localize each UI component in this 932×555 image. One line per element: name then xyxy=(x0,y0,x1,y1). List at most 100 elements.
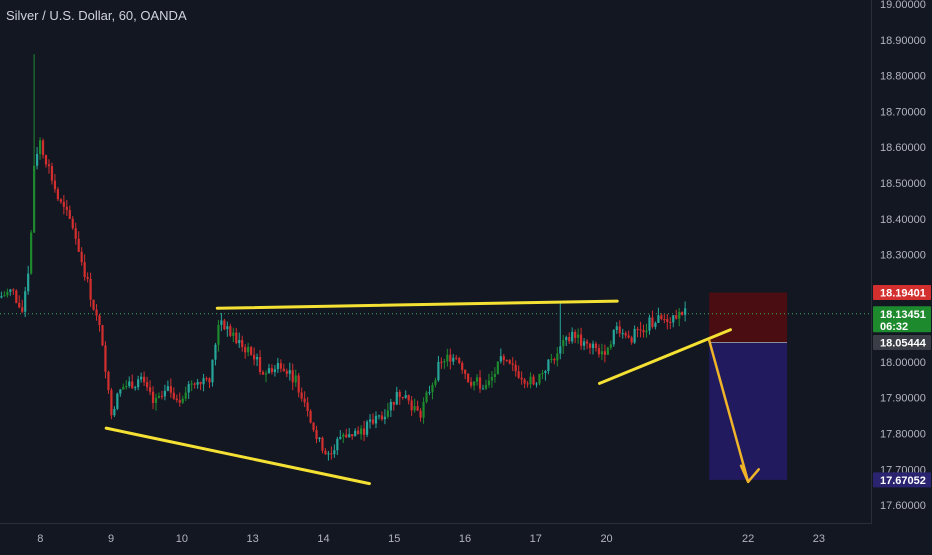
candle-body xyxy=(529,377,531,385)
candle-body xyxy=(185,392,187,398)
price-tick-label: 18.00000 xyxy=(880,357,926,369)
candle-body xyxy=(54,181,56,190)
candle-body xyxy=(604,351,606,355)
candle-body xyxy=(645,331,647,333)
price-tick-label: 18.80000 xyxy=(880,71,926,83)
candle-body xyxy=(672,315,674,322)
candle-body xyxy=(262,372,264,374)
candle-body xyxy=(173,393,175,399)
candle-body xyxy=(321,438,323,451)
candle-body xyxy=(619,326,621,333)
take-profit-zone[interactable] xyxy=(709,342,787,479)
price-tick-label: 19.00000 xyxy=(880,0,926,11)
candle-body xyxy=(152,392,154,403)
candle-body xyxy=(48,164,50,166)
candle-body xyxy=(194,384,196,385)
price-axis[interactable]: 19.0000018.9000018.8000018.7000018.60000… xyxy=(872,0,932,550)
candle-body xyxy=(408,395,410,400)
candle-body xyxy=(72,219,74,228)
candle-body xyxy=(381,415,383,419)
candle-body xyxy=(515,365,517,371)
candle-body xyxy=(625,333,627,335)
candle-body xyxy=(191,384,193,385)
candle-body xyxy=(684,308,686,315)
candle-body xyxy=(509,360,511,363)
candle-body xyxy=(384,417,386,419)
candle-body xyxy=(241,340,243,347)
candle-body xyxy=(158,396,160,398)
candle-body xyxy=(78,239,80,252)
candle-body xyxy=(318,438,320,439)
candle-body xyxy=(434,380,436,385)
candle-body xyxy=(164,391,166,396)
candle-body xyxy=(431,385,433,392)
price-tag-label: 18.13451 xyxy=(880,309,926,321)
candle-body xyxy=(21,307,23,311)
candle-body xyxy=(476,377,478,381)
candle-body xyxy=(669,322,671,323)
price-tick-label: 18.70000 xyxy=(880,106,926,118)
candle xyxy=(92,300,94,311)
price-tick-label: 18.90000 xyxy=(880,35,926,47)
candle-body xyxy=(607,348,609,355)
candle-body xyxy=(491,377,493,381)
candle-body xyxy=(336,439,338,450)
candle-body xyxy=(348,434,350,437)
candle-body xyxy=(357,431,359,435)
candle-body xyxy=(60,199,62,202)
candle-body xyxy=(405,395,407,398)
candle-body xyxy=(309,411,311,423)
price-tick-label: 17.80000 xyxy=(880,429,926,441)
candle-body xyxy=(458,358,460,363)
candle-body xyxy=(84,262,86,277)
candle-body xyxy=(452,358,454,362)
candle-body xyxy=(217,325,219,345)
time-tick-label: 13 xyxy=(247,533,259,545)
candle-body xyxy=(399,392,401,397)
candle-body xyxy=(274,369,276,372)
candle-body xyxy=(244,347,246,352)
candle-body xyxy=(271,368,273,372)
candle xyxy=(497,361,499,374)
candle-body xyxy=(104,345,106,371)
candle-body xyxy=(116,394,118,409)
candle-body xyxy=(92,300,94,310)
candle-body xyxy=(12,290,14,291)
candle-body xyxy=(562,340,564,346)
candle-body xyxy=(202,378,204,384)
candle-body xyxy=(211,360,213,383)
candle-body xyxy=(473,382,475,386)
candle xyxy=(607,347,609,355)
candle xyxy=(57,187,59,201)
candle-body xyxy=(663,319,665,320)
candle-body xyxy=(69,210,71,219)
candle-body xyxy=(283,369,285,371)
candle-body xyxy=(675,315,677,318)
candle-body xyxy=(345,435,347,438)
candle-body xyxy=(188,384,190,392)
candle-body xyxy=(33,166,35,233)
candle xyxy=(116,393,118,411)
candle-body xyxy=(556,354,558,361)
candle-body xyxy=(512,363,514,364)
price-tag-target: 17.67052 xyxy=(873,472,931,487)
candle-body xyxy=(425,392,427,402)
candle-body xyxy=(589,344,591,348)
candle-body xyxy=(298,375,300,392)
candle-body xyxy=(642,330,644,332)
candle xyxy=(101,325,103,346)
candle-body xyxy=(155,398,157,403)
candle-body xyxy=(387,410,389,416)
candle-body xyxy=(422,402,424,418)
price-tick-label: 18.30000 xyxy=(880,250,926,262)
candle-body xyxy=(301,393,303,399)
time-tick-label: 14 xyxy=(317,533,329,545)
candle-body xyxy=(419,411,421,418)
candle-body xyxy=(446,355,448,361)
candle-body xyxy=(411,401,413,411)
time-tick-label: 10 xyxy=(176,533,188,545)
time-tick-label: 15 xyxy=(388,533,400,545)
